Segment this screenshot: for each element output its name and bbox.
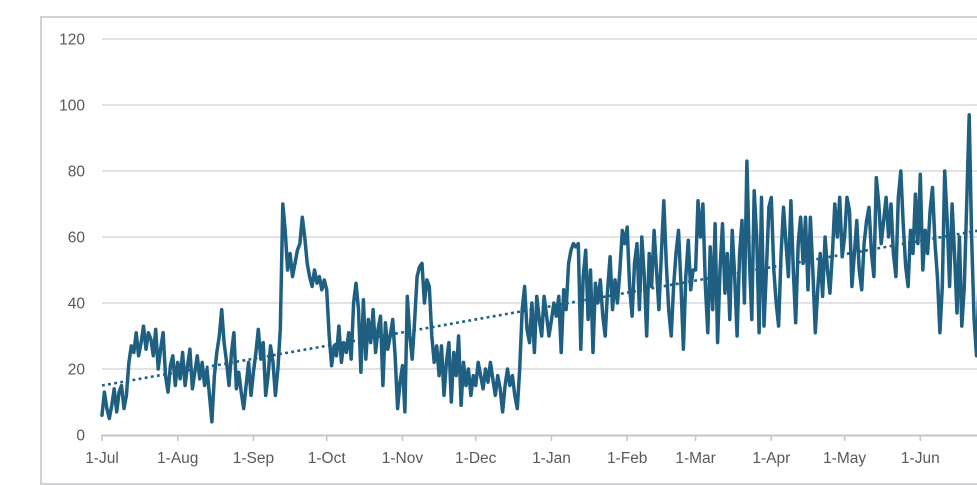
y-tick-label: 40 bbox=[68, 296, 86, 313]
series-line bbox=[100, 113, 977, 424]
x-tick-label: 1-Jan bbox=[532, 450, 571, 467]
x-tick-label: 1-May bbox=[823, 450, 866, 467]
x-tick-label: 1-Oct bbox=[308, 450, 347, 467]
y-tick-label: 60 bbox=[68, 230, 86, 247]
x-tick-label: 1-Apr bbox=[752, 450, 790, 467]
line-chart: 1-Jul 1-Aug 1-Sep 1-Oct 1-Nov 1-Dec 1-Jan 1-Feb… bbox=[40, 16, 977, 485]
x-tick-label: 1-Sep bbox=[233, 450, 274, 467]
y-tick-label: 0 bbox=[76, 428, 85, 445]
chart-svg: 1-Jul 1-Aug 1-Sep 1-Oct 1-Nov 1-Dec 1-Jan 1-Feb… bbox=[40, 16, 977, 485]
y-tick-label: 100 bbox=[59, 98, 85, 115]
x-tick-label: 1-Jun bbox=[901, 450, 940, 467]
y-tick-label: 120 bbox=[59, 32, 85, 49]
x-tick-label: 1-Mar bbox=[675, 450, 715, 467]
y-tick-label: 20 bbox=[68, 362, 86, 379]
x-tick-label: 1-Dec bbox=[455, 450, 497, 467]
x-tick-label: 1-Jul bbox=[85, 450, 119, 467]
x-tick-label: 1-Aug bbox=[157, 450, 198, 467]
y-tick-label: 80 bbox=[68, 164, 86, 181]
x-tick-label: 1-Nov bbox=[382, 450, 424, 467]
chart-background bbox=[40, 16, 977, 485]
x-tick-label: 1-Feb bbox=[607, 450, 648, 467]
